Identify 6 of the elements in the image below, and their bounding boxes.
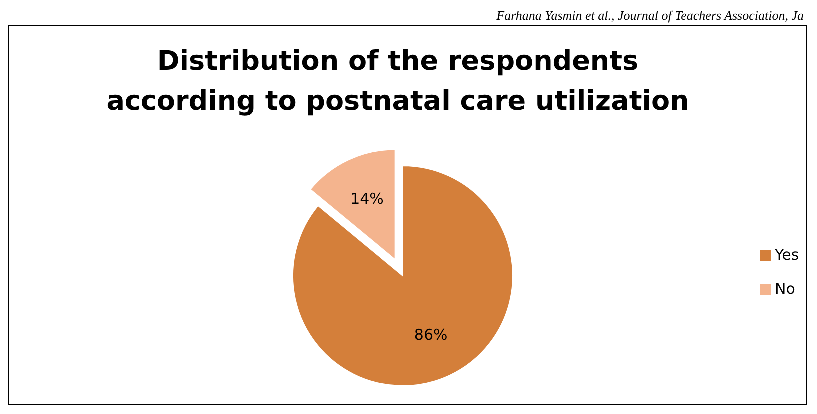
legend-label: No xyxy=(775,280,796,298)
data-label: 14% xyxy=(350,190,384,208)
data-label: 86% xyxy=(414,326,448,344)
text: Farhana Yasmin et al., Journal of Teachers Association, Ja xyxy=(496,8,804,23)
chart-title: Distribution of the respondents according to postnatal care utilization xyxy=(106,46,690,117)
legend-label: Yes xyxy=(774,246,800,264)
